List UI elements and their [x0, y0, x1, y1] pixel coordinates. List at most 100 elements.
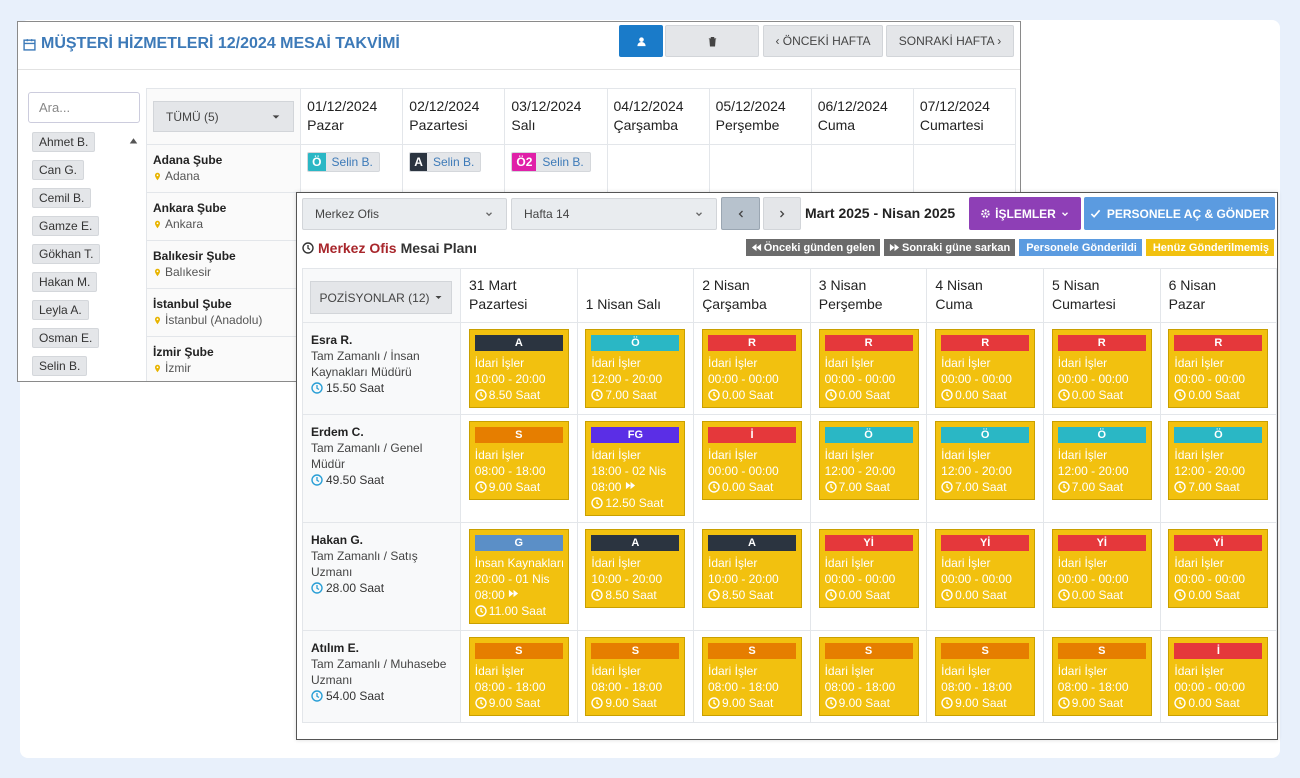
- shift-time: 12:00 - 20:00: [1057, 464, 1129, 478]
- person-chip[interactable]: Gökhan T.: [32, 244, 101, 264]
- shift-card[interactable]: R İdari İşler 00:00 - 00:00 0.00 Saat: [1051, 329, 1152, 408]
- shift-card[interactable]: İ İdari İşler 00:00 - 00:00 0.00 Saat: [1168, 637, 1269, 716]
- plan-title: Merkez Ofis Mesai Planı: [302, 240, 477, 256]
- icon: [889, 243, 900, 252]
- shift-card[interactable]: Ö İdari İşler 12:00 - 20:00 7.00 Saat: [935, 421, 1036, 500]
- employee-hours: 15.50 Saat: [311, 380, 452, 396]
- shift-time: 10:00 - 20:00: [474, 372, 546, 386]
- person-chip[interactable]: Cemil B.: [32, 188, 92, 208]
- shift-card[interactable]: S İdari İşler 08:00 - 18:00 9.00 Saat: [468, 637, 569, 716]
- shift-card[interactable]: R İdari İşler 00:00 - 00:00 0.00 Saat: [1168, 329, 1269, 408]
- shift-cell: S İdari İşler 08:00 - 18:00 9.00 Saat: [460, 414, 578, 523]
- branch-cell: İstanbul Şube İstanbul (Anadolu): [145, 288, 302, 337]
- shift-card[interactable]: R İdari İşler 00:00 - 00:00 0.00 Saat: [935, 329, 1036, 408]
- shift-card[interactable]: S İdari İşler 08:00 - 18:00 9.00 Saat: [701, 637, 802, 716]
- shift-duration: 7.00 Saat: [824, 479, 913, 495]
- shift-duration: 9.00 Saat: [708, 695, 796, 711]
- shift-card[interactable]: S İdari İşler 08:00 - 18:00 9.00 Saat: [468, 421, 569, 500]
- shift-card[interactable]: R İdari İşler 00:00 - 00:00 0.00 Saat: [701, 329, 802, 408]
- shift-card[interactable]: Ö İdari İşler 12:00 - 20:00 7.00 Saat: [585, 329, 686, 408]
- duration-text: 7.00 Saat: [605, 388, 657, 402]
- icon: [154, 268, 161, 276]
- week-select[interactable]: Hafta 14: [511, 198, 717, 230]
- icon: [824, 589, 837, 601]
- icon: [824, 389, 837, 401]
- send-button[interactable]: PERSONELE AÇ & GÖNDER: [1084, 197, 1275, 230]
- actions-button[interactable]: İŞLEMLER: [969, 197, 1081, 230]
- icon: [824, 697, 837, 709]
- shift-cell: Ö İdari İşler 12:00 - 20:00 7.00 Saat: [1042, 414, 1161, 523]
- shift-cell: Ö İdari İşler 12:00 - 20:00 7.00 Saat: [1159, 414, 1277, 523]
- person-chip[interactable]: Selin B.: [32, 356, 88, 376]
- shift-duration: 7.00 Saat: [1174, 479, 1262, 495]
- shift-cell: S İdari İşler 08:00 - 18:00 9.00 Saat: [926, 630, 1044, 723]
- legend-badge: Sonraki güne sarkan: [884, 239, 1016, 256]
- shift-chip[interactable]: Ö2 Selin B.: [511, 152, 591, 172]
- person-chip[interactable]: Leyla A.: [32, 300, 89, 320]
- next-week-button[interactable]: SONRAKİ HAFTA ›: [886, 25, 1014, 57]
- shift-card[interactable]: G İnsan Kaynakları 20:00 - 01 Nis 08:00 11…: [468, 529, 569, 624]
- icon: [23, 38, 36, 51]
- icon: [738, 210, 743, 217]
- person-chip[interactable]: Osman E.: [32, 328, 100, 348]
- shift-cell: R İdari İşler 00:00 - 00:00 0.00 Saat: [1159, 322, 1277, 415]
- prev-week-button[interactable]: ‹ ÖNCEKİ HAFTA: [763, 25, 883, 57]
- office-select[interactable]: Merkez Ofis: [302, 198, 507, 230]
- shift-card[interactable]: Yİ İdari İşler 00:00 - 00:00 0.00 Saat: [1168, 529, 1269, 608]
- shift-card[interactable]: Ö İdari İşler 12:00 - 20:00 7.00 Saat: [1051, 421, 1152, 500]
- branch-cell: Ankara Şube Ankara: [145, 192, 302, 241]
- shift-card[interactable]: A İdari İşler 10:00 - 20:00 8.50 Saat: [585, 529, 686, 608]
- day-header: 01/12/2024 Pazar: [300, 88, 404, 145]
- shift-card[interactable]: A İdari İşler 10:00 - 20:00 8.50 Saat: [468, 329, 569, 408]
- branch-name: Ankara Şube: [153, 201, 227, 215]
- shift-card[interactable]: Yİ İdari İşler 00:00 - 00:00 0.00 Saat: [935, 529, 1036, 608]
- shift-person: Selin B.: [432, 155, 475, 169]
- shift-cell: R İdari İşler 00:00 - 00:00 0.00 Saat: [693, 322, 811, 415]
- shift-time: 00:00 - 00:00: [941, 372, 1012, 386]
- filter-button[interactable]: TÜMÜ (5): [153, 101, 295, 132]
- shift-duration: 0.00 Saat: [1174, 695, 1262, 711]
- shift-code: S: [824, 643, 913, 659]
- shift-card[interactable]: S İdari İşler 08:00 - 18:00 9.00 Saat: [585, 637, 686, 716]
- shift-chip[interactable]: A Selin B.: [409, 152, 482, 172]
- shift-card[interactable]: R İdari İşler 00:00 - 00:00 0.00 Saat: [818, 329, 919, 408]
- shift-card[interactable]: Ö İdari İşler 12:00 - 20:00 7.00 Saat: [1168, 421, 1269, 500]
- duration-text: 8.50 Saat: [605, 588, 657, 602]
- duration-text: 9.00 Saat: [605, 696, 657, 710]
- next-button[interactable]: [763, 197, 801, 230]
- user-button[interactable]: [619, 25, 663, 57]
- day-header: 5 Nisan Cumartesi: [1042, 268, 1161, 323]
- person-chip[interactable]: Gamze E.: [32, 216, 100, 236]
- icon: [591, 497, 604, 509]
- icon: [708, 697, 720, 709]
- shift-card[interactable]: Yİ İdari İşler 00:00 - 00:00 0.00 Saat: [1051, 529, 1152, 608]
- duration-text: 7.00 Saat: [955, 480, 1007, 494]
- person-chip[interactable]: Ahmet B.: [32, 132, 96, 152]
- shift-dept: İdari İşler: [941, 356, 991, 370]
- person-chip[interactable]: Can G.: [32, 160, 85, 180]
- search-box[interactable]: Ara...: [28, 92, 140, 123]
- day-date: 07/12/2024: [919, 98, 990, 114]
- shift-card[interactable]: A İdari İşler 10:00 - 20:00 8.50 Saat: [701, 529, 802, 608]
- shift-card[interactable]: Ö İdari İşler 12:00 - 20:00 7.00 Saat: [818, 421, 919, 500]
- shift-time: 00:00 - 00:00: [1174, 572, 1246, 586]
- prev-button[interactable]: [721, 197, 760, 230]
- shift-card[interactable]: S İdari İşler 08:00 - 18:00 9.00 Saat: [818, 637, 919, 716]
- person-chip[interactable]: Hakan M.: [32, 272, 98, 292]
- shift-dept: İdari İşler: [1057, 356, 1108, 370]
- shift-card[interactable]: S İdari İşler 08:00 - 18:00 9.00 Saat: [935, 637, 1036, 716]
- shift-card[interactable]: S İdari İşler 08:00 - 18:00 9.00 Saat: [1051, 637, 1152, 716]
- positions-button[interactable]: POZİSYONLAR (12): [310, 281, 452, 314]
- shift-cell: R İdari İşler 00:00 - 00:00 0.00 Saat: [1042, 322, 1161, 415]
- shift-card[interactable]: İ İdari İşler 00:00 - 00:00 0.00 Saat: [701, 421, 802, 500]
- shift-code: Yİ: [941, 535, 1030, 551]
- shift-chip[interactable]: Ö Selin B.: [307, 152, 380, 172]
- shift-time: 08:00 - 18:00: [941, 680, 1012, 694]
- delete-button[interactable]: [665, 25, 759, 57]
- legend-badge: Henüz Gönderilmemiş: [1145, 239, 1274, 256]
- shift-duration: 8.50 Saat: [475, 387, 563, 403]
- shift-code: Yİ: [1057, 535, 1146, 551]
- shift-dept: İdari İşler: [474, 356, 525, 370]
- shift-card[interactable]: Yİ İdari İşler 00:00 - 00:00 0.00 Saat: [818, 529, 919, 608]
- shift-card[interactable]: FG İdari İşler 18:00 - 02 Nis 08:00 12.50 …: [585, 421, 686, 516]
